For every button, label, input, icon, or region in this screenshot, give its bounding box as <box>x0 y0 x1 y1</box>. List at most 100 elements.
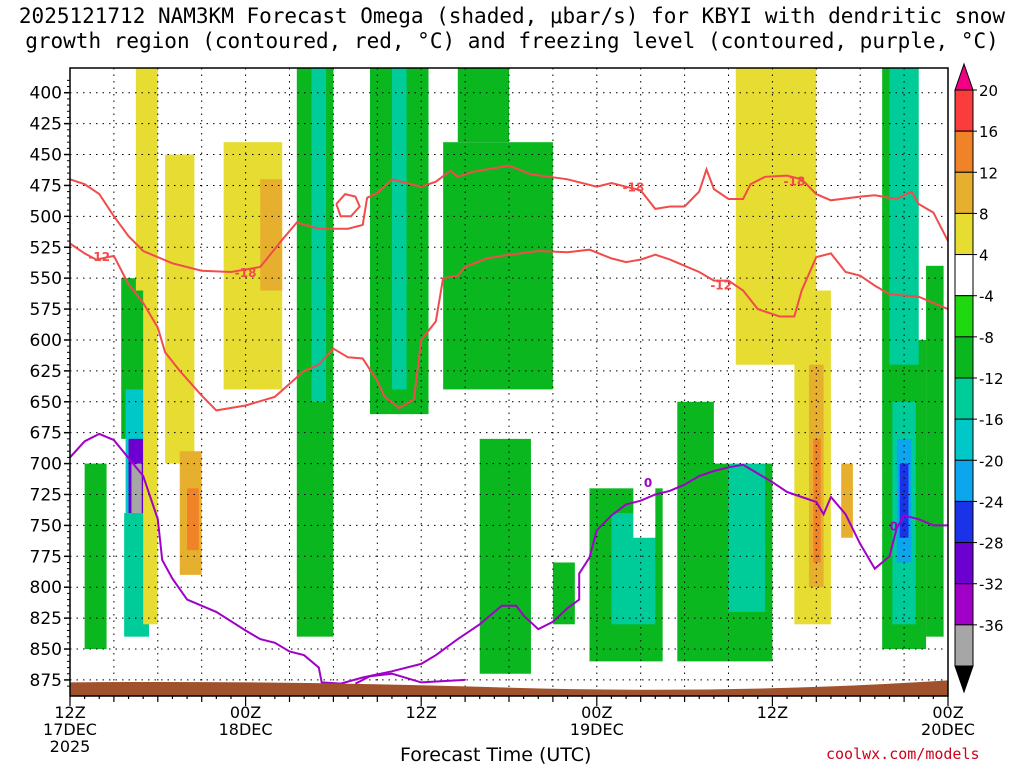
colorbar-box-3 <box>954 212 974 256</box>
colorbar-label--8: -8 <box>979 329 994 347</box>
colorbar-box-9 <box>954 459 974 502</box>
contour-label-0-1: -18 <box>623 181 645 195</box>
y-tick-label-525: 525 <box>30 238 62 258</box>
y-tick-label-800: 800 <box>30 578 62 598</box>
contour-line-1 <box>335 192 361 218</box>
colorbar-label--12: -12 <box>979 370 1004 388</box>
x-tick-label-0-0: 12Z <box>54 703 85 722</box>
omega-cell-46 <box>926 265 944 637</box>
omega-cell-25 <box>552 562 575 625</box>
colorbar-label--32: -32 <box>979 576 1004 594</box>
contour-label-0-0: -18 <box>235 266 257 280</box>
y-tick-label-650: 650 <box>30 393 62 413</box>
contour-label-3-1: 0 <box>890 519 898 533</box>
contour-label-2-1: -12 <box>710 278 732 292</box>
omega-cell-41 <box>889 68 919 365</box>
y-tick-label-775: 775 <box>30 547 62 567</box>
colorbar-label-12: 12 <box>979 164 998 182</box>
omega-cell-22 <box>443 142 553 390</box>
y-axis: 400 425 450 475 500 525 550 575 600 625 650 675 700 7… <box>30 79 70 691</box>
y-tick-label-725: 725 <box>30 485 62 505</box>
omega-cell-24 <box>479 438 531 674</box>
colorbar-box-7 <box>954 377 974 420</box>
y-tick-label-875: 875 <box>30 671 62 691</box>
colorbar-box-4 <box>954 254 974 297</box>
omega-cell-11 <box>165 154 195 464</box>
colorbar-arrow-bottom <box>954 665 974 694</box>
colorbar-box-12 <box>954 583 974 626</box>
y-tick-label-475: 475 <box>30 176 62 196</box>
x-tick-label-36-0: 00Z <box>581 703 612 722</box>
y-tick-label-550: 550 <box>30 269 62 289</box>
omega-cell-36 <box>813 438 821 563</box>
x-tick-label-48-0: 12Z <box>757 703 788 722</box>
colorbar-label--20: -20 <box>979 452 1004 470</box>
omega-cell-18 <box>311 68 327 402</box>
omega-cell-44 <box>899 463 909 538</box>
x-tick-label-36-1: 19DEC <box>570 720 624 739</box>
colorbar-label--28: -28 <box>979 535 1004 553</box>
omega-cell-1 <box>84 463 107 650</box>
colorbar-box-2 <box>954 171 974 214</box>
y-tick-label-575: 575 <box>30 300 62 320</box>
colorbar-label-20: 20 <box>979 82 998 100</box>
x-axis-label: Forecast Time (UTC) <box>400 744 592 766</box>
omega-cell-16 <box>260 179 283 291</box>
colorbar-box-6 <box>954 336 974 379</box>
colorbar-box-5 <box>954 295 974 338</box>
omega-cell-8 <box>143 290 158 625</box>
terrain-ground <box>70 680 948 696</box>
x-tick-label-12-0: 00Z <box>230 703 261 722</box>
x-tick-label-0-1: 17DEC <box>43 720 97 739</box>
colorbar: 20 16 12 8 4 -4 -8 -12 -16 -20 -24 -28 -32 -36 <box>954 62 1004 694</box>
contour-line-0 <box>70 164 948 274</box>
colorbar-label--24: -24 <box>979 493 1004 511</box>
colorbar-label-4: 4 <box>979 247 989 265</box>
omega-cell-0 <box>70 68 75 696</box>
x-tick-label-60-0: 00Z <box>932 703 963 722</box>
omega-cell-23 <box>457 68 509 143</box>
colorbar-box-11 <box>954 542 974 585</box>
y-tick-label-450: 450 <box>30 146 62 166</box>
chart-title: 2025121712 NAM3KM Forecast Omega (shaded… <box>0 4 1024 54</box>
omega-cell-28 <box>582 142 641 291</box>
contour-line-3 <box>70 432 948 685</box>
omega-cell-20 <box>391 68 407 390</box>
colorbar-label--16: -16 <box>979 411 1004 429</box>
x-tick-label-12-1: 18DEC <box>219 720 273 739</box>
colorbar-label-8: 8 <box>979 205 989 223</box>
title-line-2: growth region (contoured, red, °C) and f… <box>25 29 999 53</box>
contour-line-4 <box>354 672 466 685</box>
terrain-surface <box>70 680 948 696</box>
colorbar-arrow-top <box>954 62 974 91</box>
colorbar-box-13 <box>954 624 974 667</box>
contour-line-2 <box>70 242 948 412</box>
y-tick-label-700: 700 <box>30 455 62 475</box>
colorbar-box-1 <box>954 130 974 173</box>
y-tick-label-675: 675 <box>30 424 62 444</box>
y-tick-label-500: 500 <box>30 207 62 227</box>
omega-cell-21 <box>377 451 388 551</box>
colorbar-label-16: 16 <box>979 123 998 141</box>
colorbar-label--36: -36 <box>979 617 1004 635</box>
colorbar-box-10 <box>954 500 974 544</box>
omega-cell-38 <box>841 463 853 538</box>
grid-lines <box>70 68 948 696</box>
omega-cell-31 <box>728 463 766 612</box>
contour-label-2-0: -12 <box>88 250 110 264</box>
x-tick-label-24-0: 12Z <box>406 703 437 722</box>
y-tick-label-600: 600 <box>30 331 62 351</box>
x-tick-label-0-2: 2025 <box>50 737 91 756</box>
y-tick-label-425: 425 <box>30 115 62 135</box>
y-tick-label-625: 625 <box>30 362 62 382</box>
y-tick-label-750: 750 <box>30 516 62 536</box>
y-tick-label-850: 850 <box>30 640 62 660</box>
source-credit: coolwx.com/models <box>826 745 980 763</box>
x-tick-label-60-1: 20DEC <box>921 720 975 739</box>
colorbar-box-0 <box>954 89 974 132</box>
title-line-1: 2025121712 NAM3KM Forecast Omega (shaded… <box>18 4 1006 28</box>
contour-label-3-0: 0 <box>644 476 652 490</box>
contour-lines: -18 -18 -18 -12 -12 0 0 <box>70 164 948 685</box>
